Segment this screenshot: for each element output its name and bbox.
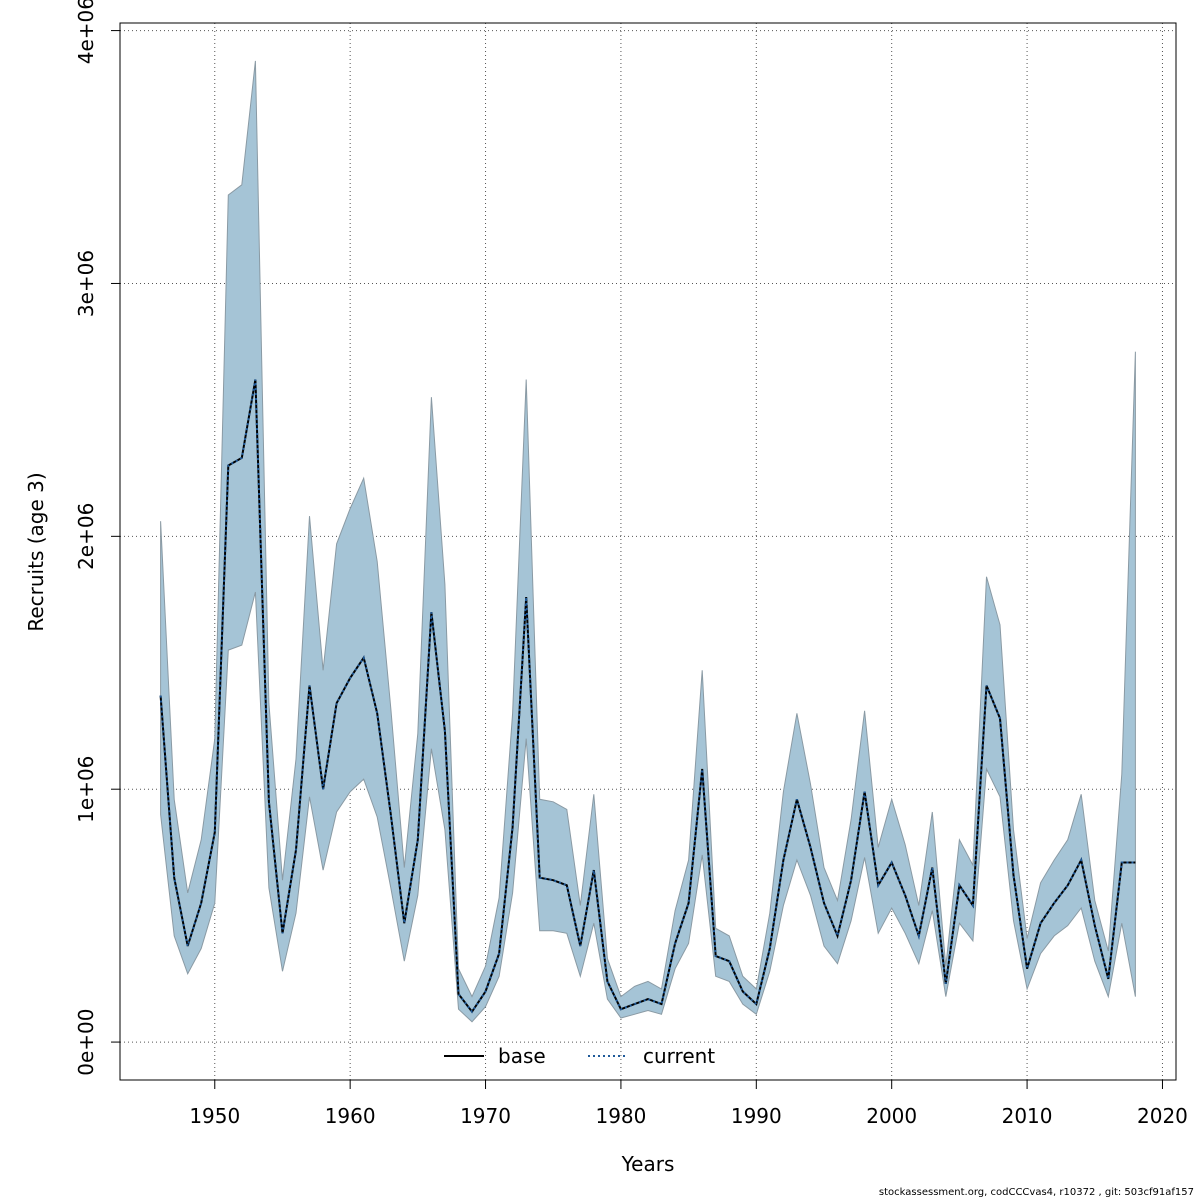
y-tick-label: 3e+06 [74, 250, 98, 317]
legend-base-label: base [498, 1044, 546, 1068]
legend: base current [444, 1044, 715, 1068]
y-tick-label: 4e+06 [74, 0, 98, 64]
x-tick-label: 2020 [1137, 1104, 1188, 1128]
legend-current-label: current [643, 1044, 715, 1068]
x-tick-label: 1950 [189, 1104, 240, 1128]
y-tick-label: 0e+00 [74, 1008, 98, 1075]
y-tick-label: 1e+06 [74, 756, 98, 823]
x-tick-label: 1960 [325, 1104, 376, 1128]
series-lines [159, 379, 1136, 1014]
x-tick-label: 2010 [1002, 1104, 1053, 1128]
y-tick-label: 2e+06 [74, 503, 98, 570]
footer-note: stockassessment.org, codCCCvas4, r10372 … [878, 1187, 1194, 1198]
confidence-band [160, 60, 1136, 1023]
x-axis-label: Years [621, 1152, 675, 1176]
x-tick-label: 2000 [866, 1104, 917, 1128]
x-tick-label: 1980 [595, 1104, 646, 1128]
x-axis: 1950 1960 1970 1980 1990 2000 2010 2020 [189, 1079, 1188, 1128]
y-axis: 0e+00 1e+06 2e+06 3e+06 4e+06 [74, 0, 121, 1076]
x-tick-label: 1970 [460, 1104, 511, 1128]
y-axis-label: Recruits (age 3) [24, 472, 48, 631]
series-line-current [159, 379, 1136, 1014]
x-tick-label: 1990 [731, 1104, 782, 1128]
